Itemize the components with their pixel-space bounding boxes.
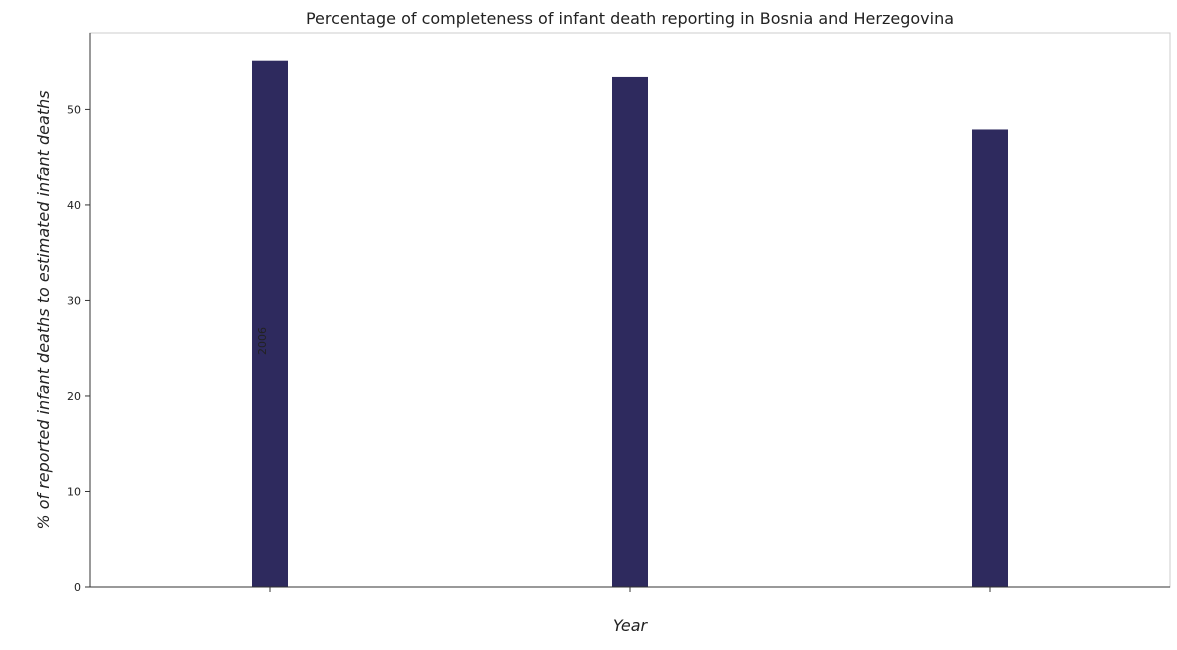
bar-2008 bbox=[612, 76, 648, 587]
x-axis-ticks: 200620082010 bbox=[256, 327, 991, 592]
bars-group bbox=[252, 60, 1008, 587]
y-tick-label: 50 bbox=[67, 103, 81, 116]
x-axis-label: Year bbox=[613, 616, 649, 635]
x-tick-label: 2006 bbox=[256, 327, 269, 355]
bar-2010 bbox=[972, 129, 1008, 587]
y-tick-label: 40 bbox=[67, 199, 81, 212]
chart-title: Percentage of completeness of infant dea… bbox=[306, 9, 954, 28]
y-axis-ticks: 0 10 20 30 40 50 bbox=[67, 103, 90, 594]
y-tick-label: 10 bbox=[67, 485, 81, 498]
y-axis-label: % of reported infant deaths to estimated… bbox=[34, 90, 53, 529]
bar-2006 bbox=[252, 60, 288, 587]
y-tick-label: 20 bbox=[67, 390, 81, 403]
y-tick-label: 0 bbox=[74, 581, 81, 594]
y-tick-label: 30 bbox=[67, 294, 81, 307]
